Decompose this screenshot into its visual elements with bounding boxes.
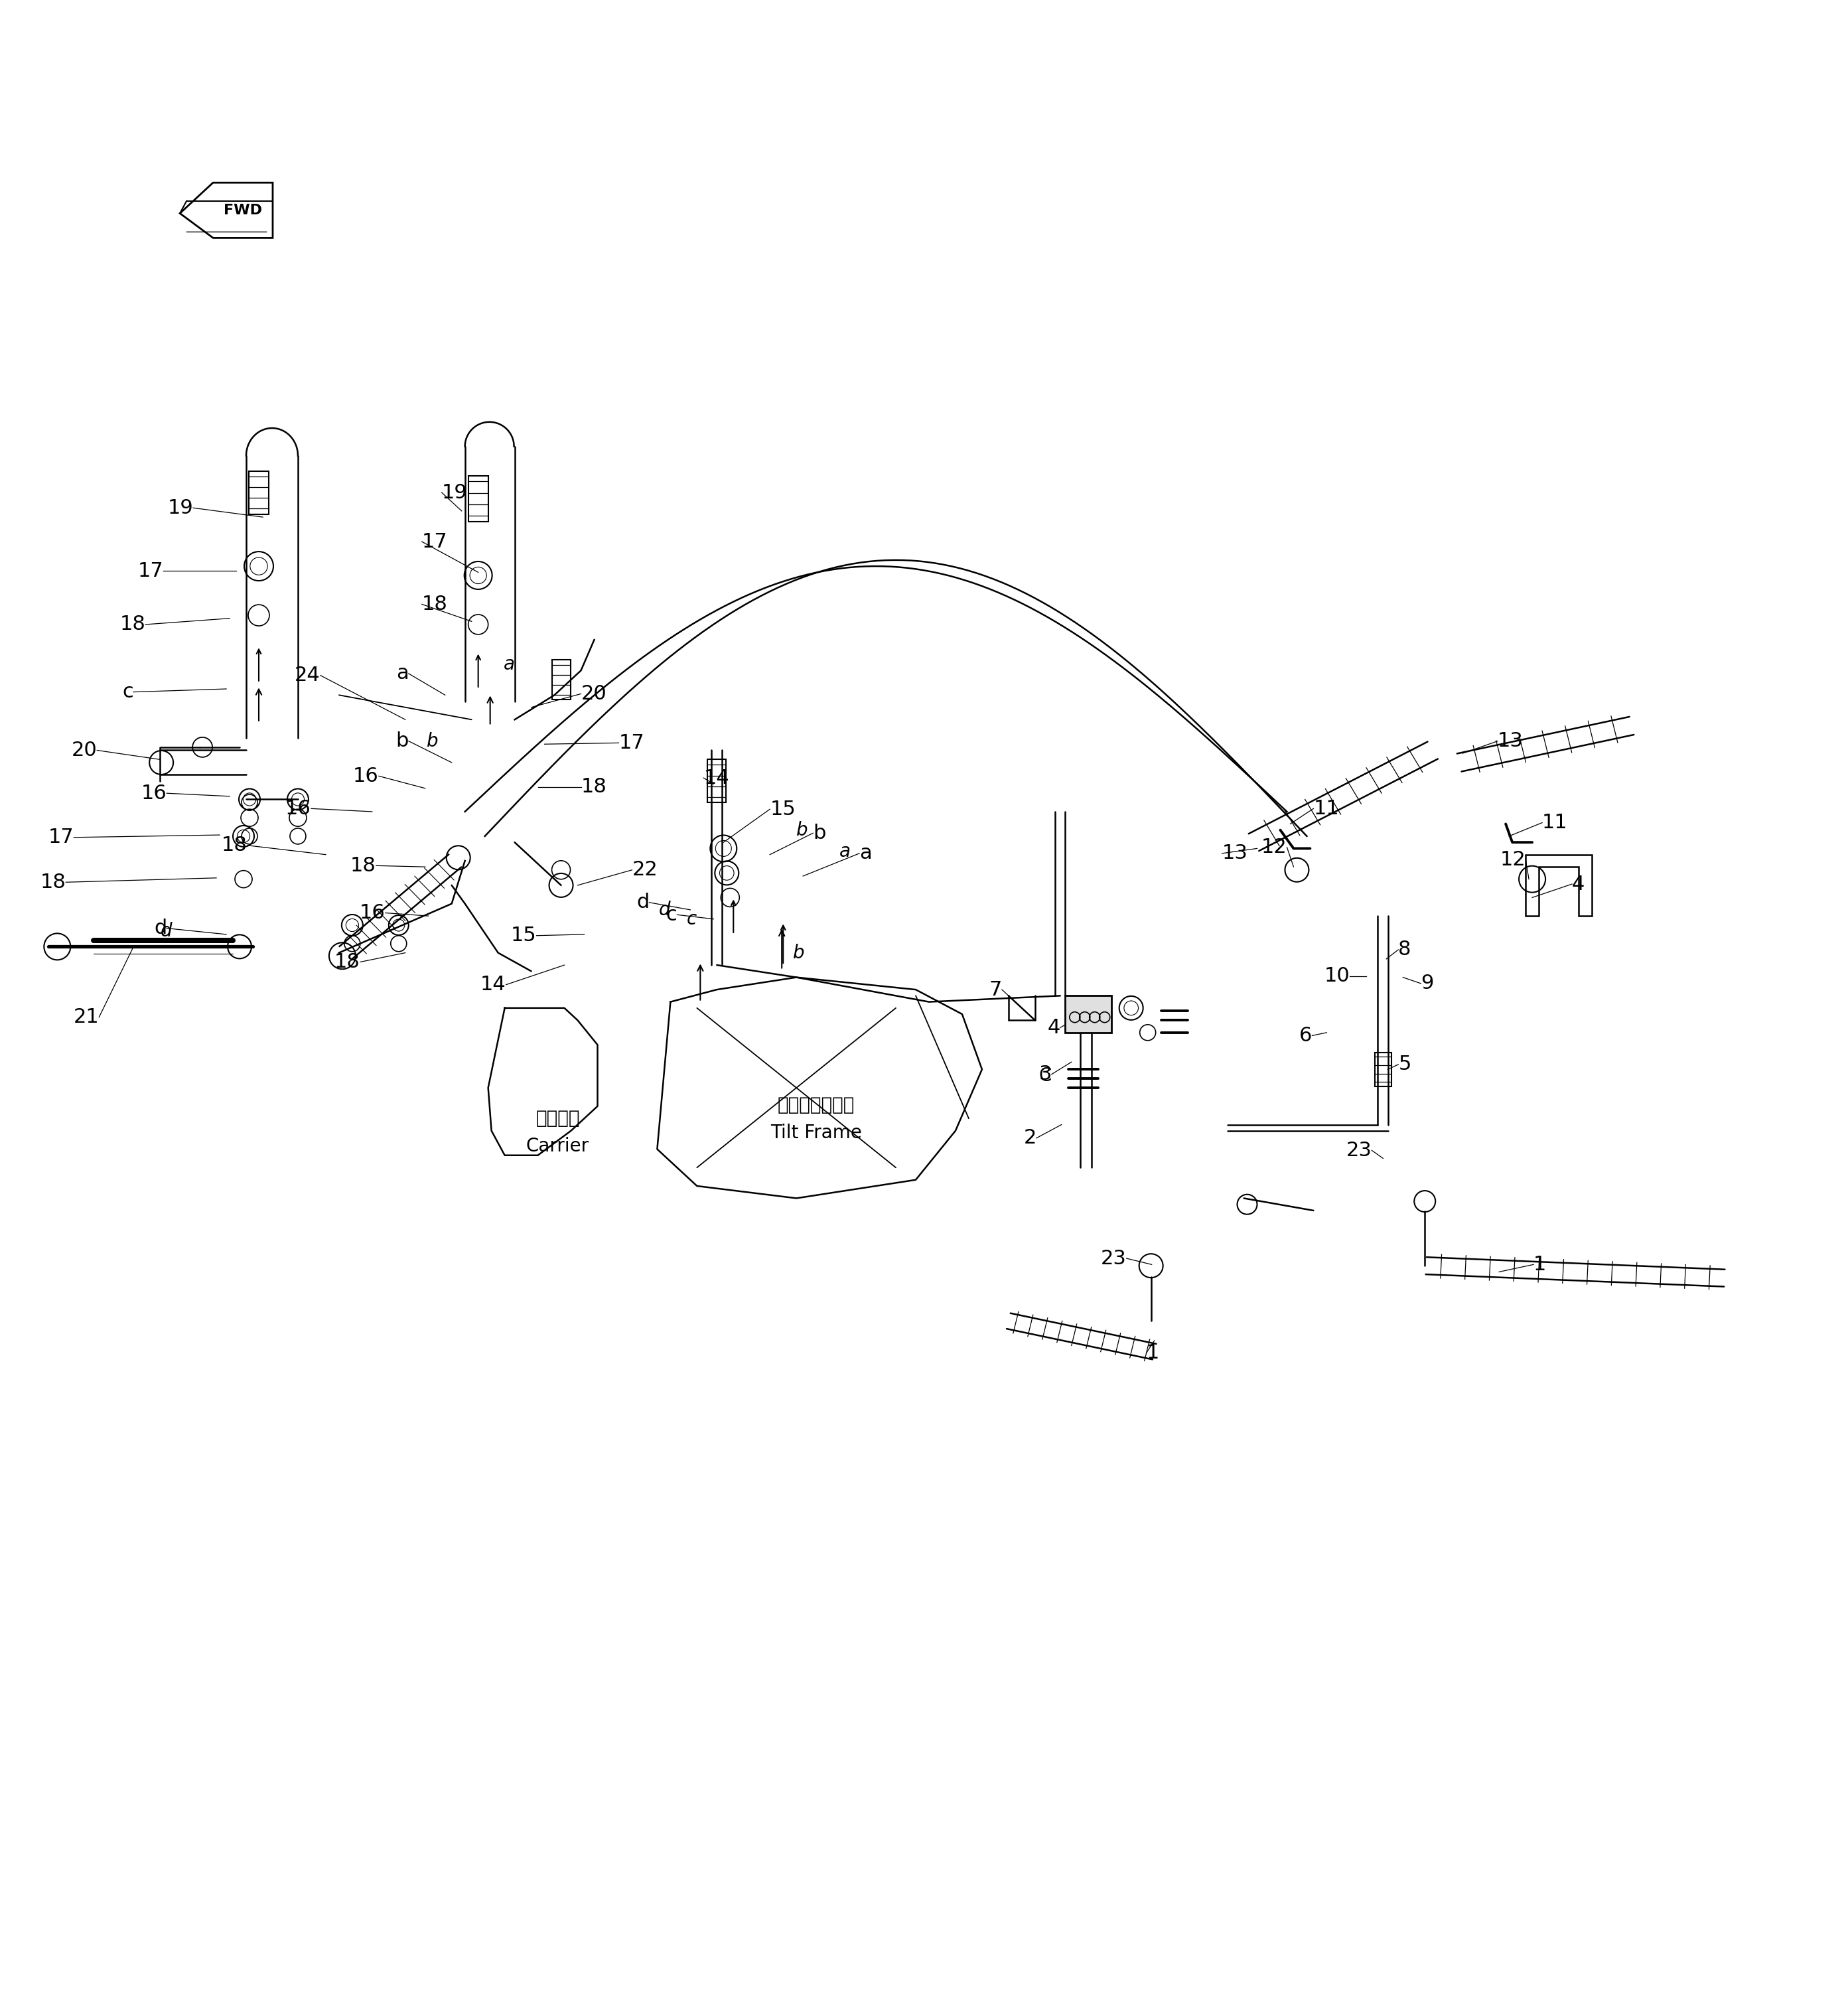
Text: 18: 18: [334, 953, 360, 973]
Text: 16: 16: [353, 767, 379, 785]
Text: キャリヤ: キャリヤ: [536, 1108, 580, 1128]
Text: Tilt Frame: Tilt Frame: [771, 1122, 861, 1142]
Text: 9: 9: [1421, 975, 1434, 993]
Text: b: b: [796, 821, 808, 839]
Text: c: c: [122, 683, 133, 701]
Text: 12: 12: [1501, 851, 1526, 869]
Text: 11: 11: [1314, 799, 1340, 819]
Text: 4: 4: [1048, 1018, 1061, 1036]
Text: C: C: [1039, 1066, 1052, 1084]
Bar: [1064, 997, 1111, 1032]
Text: d: d: [658, 901, 671, 919]
Text: 20: 20: [580, 685, 606, 703]
Bar: [553, 659, 571, 699]
Bar: [708, 759, 726, 803]
Text: 21: 21: [74, 1008, 100, 1026]
Bar: [249, 471, 268, 513]
Text: 10: 10: [1325, 967, 1349, 987]
Text: FWD: FWD: [224, 204, 262, 218]
Text: 18: 18: [351, 857, 377, 875]
Text: 17: 17: [137, 561, 163, 581]
Text: a: a: [839, 843, 850, 861]
Text: 5: 5: [1399, 1054, 1412, 1074]
Text: 17: 17: [619, 733, 645, 753]
Bar: [1375, 1052, 1392, 1086]
Text: 15: 15: [510, 927, 536, 945]
Text: d: d: [636, 893, 649, 913]
Text: 14: 14: [480, 975, 506, 995]
Text: 20: 20: [72, 741, 98, 761]
Text: 7: 7: [989, 981, 1002, 998]
Text: 23: 23: [1345, 1140, 1371, 1160]
Text: 24: 24: [294, 665, 320, 685]
Text: 19: 19: [168, 499, 194, 517]
Text: 3: 3: [1039, 1064, 1052, 1084]
Text: 11: 11: [1541, 813, 1567, 833]
Text: 2: 2: [1024, 1128, 1037, 1148]
Text: 15: 15: [771, 799, 796, 819]
Text: 16: 16: [140, 783, 166, 803]
Text: チルトフレーム: チルトフレーム: [778, 1096, 856, 1114]
Text: 23: 23: [1101, 1248, 1127, 1268]
Text: 13: 13: [1222, 845, 1247, 863]
Text: b: b: [395, 731, 408, 751]
Text: d: d: [153, 919, 166, 939]
Text: a: a: [395, 663, 408, 683]
Text: 1: 1: [1146, 1344, 1159, 1362]
Text: b: b: [793, 943, 804, 963]
Text: 8: 8: [1399, 941, 1412, 959]
Text: d: d: [161, 923, 172, 941]
Text: 14: 14: [704, 769, 730, 787]
Text: 6: 6: [1299, 1026, 1312, 1044]
Text: 17: 17: [421, 531, 447, 551]
Bar: [468, 475, 488, 521]
Text: 4: 4: [1573, 875, 1586, 895]
Text: 18: 18: [41, 873, 67, 893]
Text: a: a: [503, 655, 516, 673]
Text: 19: 19: [442, 483, 468, 501]
Text: 12: 12: [1260, 837, 1286, 857]
Text: c: c: [687, 911, 697, 929]
Text: a: a: [859, 845, 872, 863]
Text: 18: 18: [120, 615, 146, 635]
Text: b: b: [427, 731, 438, 751]
Text: 13: 13: [1497, 731, 1523, 751]
Text: 18: 18: [222, 837, 248, 855]
Text: b: b: [813, 823, 826, 843]
Text: 17: 17: [48, 829, 74, 847]
Text: 18: 18: [580, 777, 606, 797]
Text: c: c: [665, 905, 676, 925]
Text: 16: 16: [360, 903, 386, 923]
Text: 1: 1: [1534, 1254, 1547, 1274]
Text: 22: 22: [632, 861, 658, 879]
Text: 16: 16: [285, 799, 310, 819]
Text: 18: 18: [421, 595, 447, 613]
Text: Carrier: Carrier: [527, 1136, 590, 1156]
